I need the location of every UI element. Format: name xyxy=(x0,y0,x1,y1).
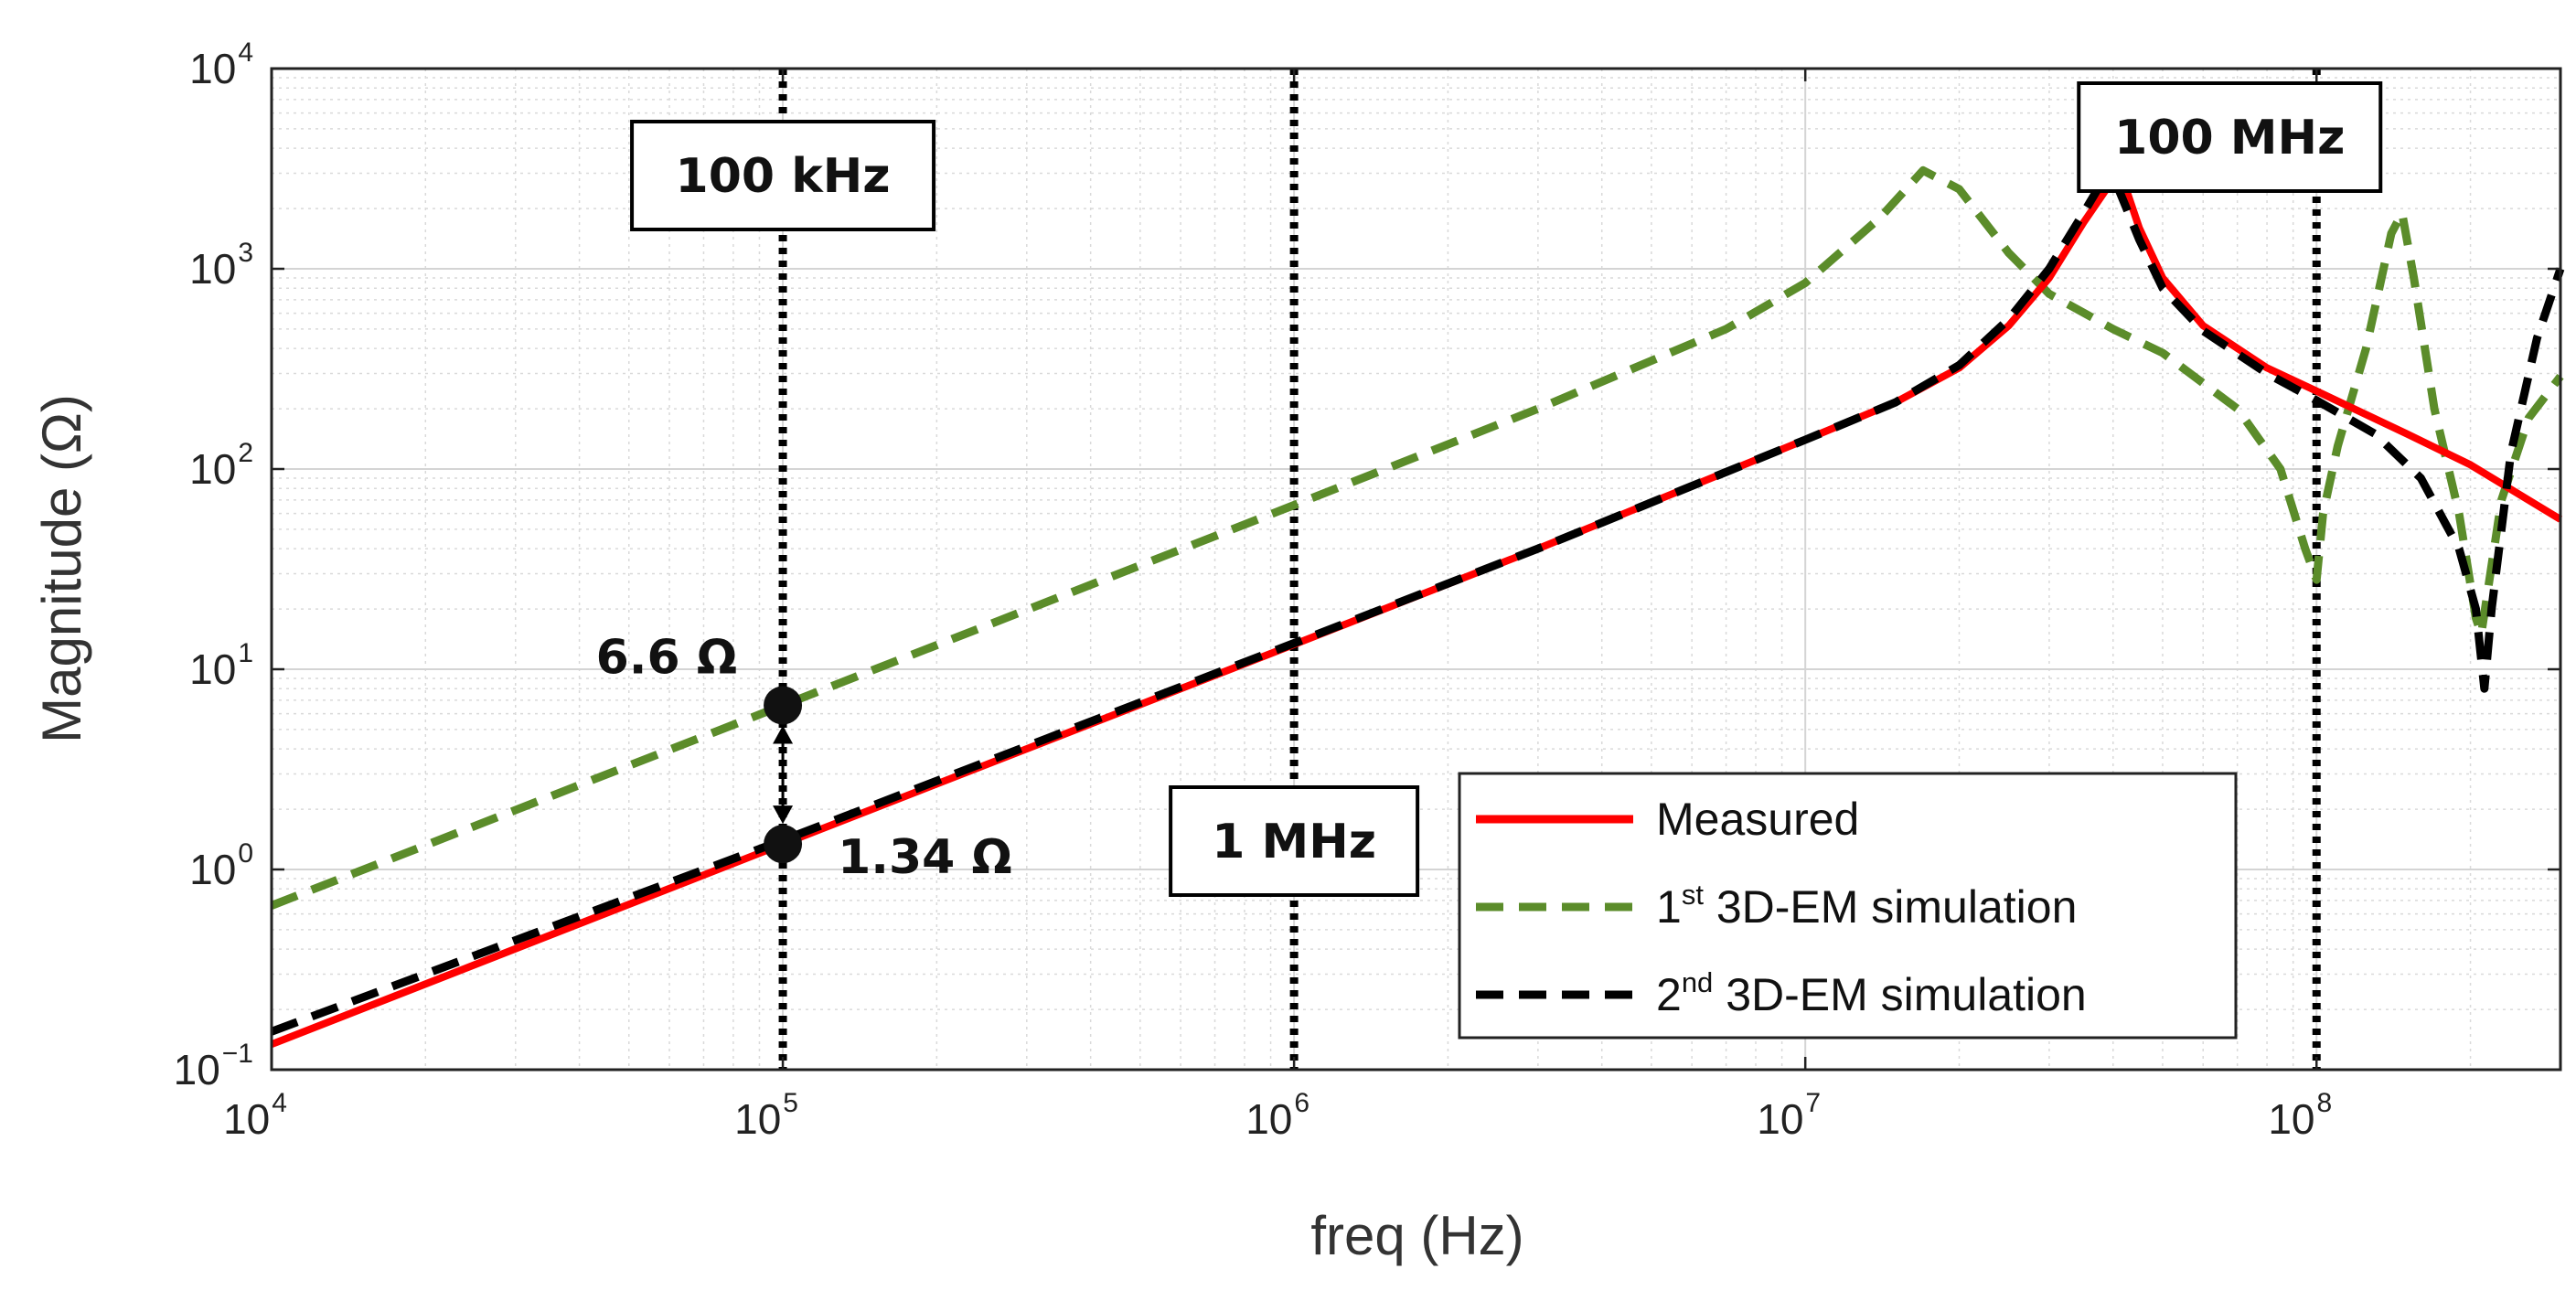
annotation-point-upper xyxy=(764,686,803,725)
x-tick-label: 106 xyxy=(1245,1088,1309,1143)
legend-entry-3: 2nd 3D-EM simulation xyxy=(1656,966,2087,1020)
marker-label: 1 MHz xyxy=(1212,815,1376,869)
annotations: 6.6 Ω 1.34 Ω xyxy=(596,631,1012,886)
legend: Measured 1st 3D-EM simulation 2nd 3D-EM si… xyxy=(1458,772,2238,1040)
marker-label: 100 kHz xyxy=(676,149,891,204)
y-tick-label: 102 xyxy=(189,438,253,493)
annotation-label-upper: 6.6 Ω xyxy=(596,631,737,686)
series-line-1 xyxy=(270,176,2563,1048)
x-tick-label: 108 xyxy=(2268,1088,2332,1143)
marker-box xyxy=(630,120,936,231)
plot-frame xyxy=(270,67,2562,1072)
x-tick-label: 107 xyxy=(1757,1088,1821,1143)
x-axis-title: freq (Hz) xyxy=(1310,1205,1523,1266)
y-tick-label: 10−1 xyxy=(174,1039,253,1093)
y-tick-label: 100 xyxy=(189,838,253,893)
legend-entry-2: 1st 3D-EM simulation xyxy=(1656,879,2077,933)
y-tick-label: 104 xyxy=(189,37,253,92)
y-tick-label: 103 xyxy=(189,238,253,293)
y-axis-title: Magnitude (Ω) xyxy=(31,394,92,743)
axis-ticks: 104 105 106 107 108 10−1 100 101 102 103 104 xyxy=(174,37,2560,1143)
y-tick-label: 101 xyxy=(189,638,253,693)
marker-box xyxy=(2077,81,2383,193)
series-line-2 xyxy=(270,165,2564,910)
series-layer xyxy=(270,165,2565,1048)
annotation-label-lower: 1.34 Ω xyxy=(838,830,1012,885)
marker-labels: 100 kHz 1 MHz 100 MHz xyxy=(630,81,2383,897)
x-tick-label: 104 xyxy=(223,1088,287,1143)
x-tick-label: 105 xyxy=(734,1088,798,1143)
legend-entry-1: Measured xyxy=(1656,794,1859,845)
annotation-arrow-head-up xyxy=(773,725,794,744)
marker-box xyxy=(1169,785,1420,897)
series-line-3 xyxy=(270,178,2565,1036)
annotation-point-lower xyxy=(764,825,803,864)
annotation-arrow-head-down xyxy=(773,805,794,825)
marker-label: 100 MHz xyxy=(2114,111,2345,165)
